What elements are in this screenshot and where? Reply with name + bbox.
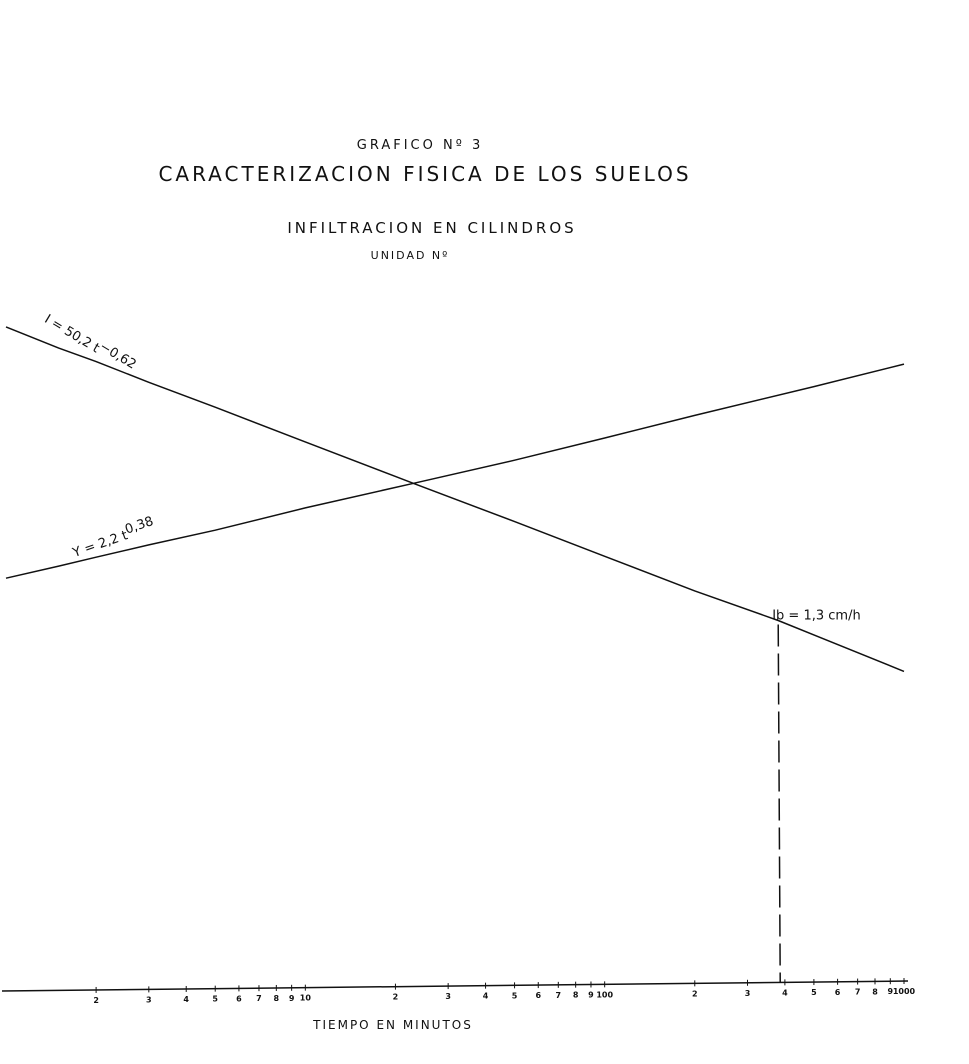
- x-tick-label: 3: [445, 992, 451, 1001]
- series-equation-exponent: −0,62: [97, 339, 139, 372]
- x-tick-label: 3: [146, 995, 152, 1004]
- x-axis-label: TIEMPO EN MINUTOS: [312, 1018, 473, 1032]
- x-tick-label: 6: [236, 994, 242, 1003]
- x-tick-label: 5: [811, 988, 817, 997]
- x-tick-label: 9: [888, 987, 894, 996]
- x-tick-label: 2: [93, 996, 99, 1005]
- x-tick-label: 7: [556, 991, 562, 1000]
- series-equation-base: I = 50,2 t: [42, 312, 102, 356]
- x-tick-label: 10: [300, 994, 312, 1003]
- x-axis-ticks: 2 3 4 5 6 7 8 9 10 2 3 4 5 6 7 8 9 100 2 3 4 5 6 7 8 9 1000: [93, 978, 916, 1005]
- unit-label: UNIDAD Nº: [371, 249, 450, 262]
- x-tick-label: 8: [274, 994, 280, 1003]
- x-tick-label: 4: [483, 992, 489, 1001]
- chart-supertitle: GRAFICO Nº 3: [357, 138, 483, 153]
- annotation-group: Ib = 1,3 cm/h: [772, 609, 861, 983]
- series-equation: I = 50,2 t−0,62: [42, 308, 139, 377]
- x-tick-label: 8: [573, 991, 579, 1000]
- x-tick-label: 8: [872, 987, 878, 996]
- x-tick-label: 2: [393, 993, 399, 1002]
- series-label: I = 50,2 t−0,62: [42, 308, 139, 377]
- x-tick-label: 4: [782, 988, 788, 997]
- series-line: [5, 363, 905, 579]
- chart-title: CARACTERIZACION FISICA DE LOS SUELOS: [158, 162, 691, 186]
- series-group: I = 50,2 t−0,62 Y = 2,2 t0,38: [5, 308, 905, 673]
- series-equation-exponent: 0,38: [123, 514, 155, 538]
- x-tick-label: 9: [289, 994, 295, 1003]
- x-tick-label: 1000: [893, 987, 916, 996]
- chart-subtitle: INFILTRACION EN CILINDROS: [287, 219, 576, 237]
- x-tick-label: 4: [183, 995, 189, 1004]
- series-label: Y = 2,2 t0,38: [68, 514, 157, 561]
- x-tick-label: 9: [588, 990, 594, 999]
- x-tick-label: 5: [512, 991, 518, 1000]
- ib-dashed-line: [777, 624, 781, 983]
- x-axis-line: [1, 980, 909, 992]
- x-tick-label: 100: [596, 990, 613, 999]
- x-tick-label: 3: [745, 989, 751, 998]
- x-tick-label: 6: [835, 988, 841, 997]
- series-equation: Y = 2,2 t0,38: [68, 514, 157, 561]
- x-tick-label: 5: [212, 995, 218, 1004]
- x-tick-label: 2: [692, 989, 698, 998]
- ib-annotation: Ib = 1,3 cm/h: [772, 609, 860, 624]
- x-tick-label: 7: [256, 994, 262, 1003]
- x-tick-label: 6: [535, 991, 541, 1000]
- series-line: [5, 326, 905, 673]
- x-tick-label: 7: [855, 988, 861, 997]
